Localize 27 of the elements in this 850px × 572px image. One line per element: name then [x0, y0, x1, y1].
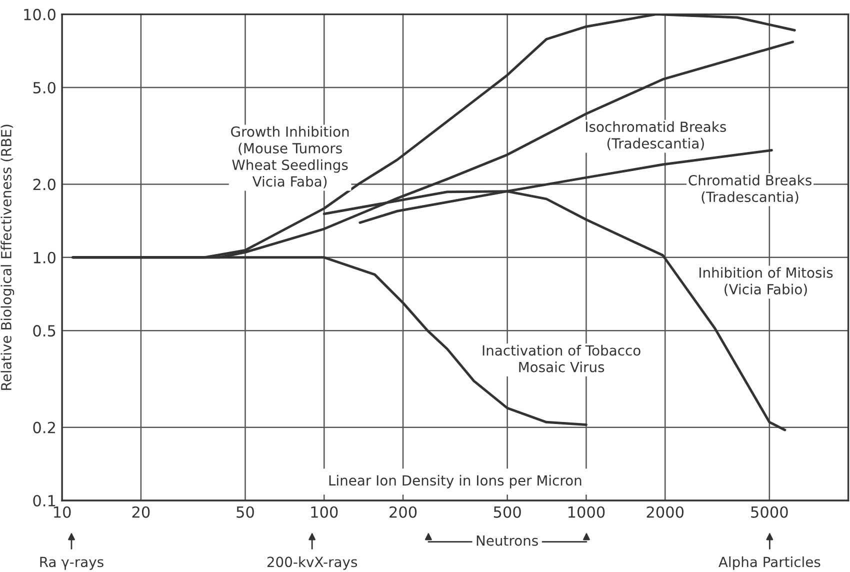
x-tick-label: 200 [390, 506, 417, 518]
x-tick-label: 1000 [568, 506, 605, 518]
x-tick-label: 10 [54, 506, 71, 518]
x-tick-label: 2000 [646, 506, 684, 518]
text: Ra γ-rays [40, 556, 104, 570]
series-label: Inactivation of Tobacco Mosaic Virus [482, 344, 640, 372]
text: Alpha Particles [718, 556, 820, 570]
y-tick-label: 5.0 [33, 82, 56, 94]
x-tick-label: 500 [494, 506, 521, 518]
series-label: Chromatid Breaks (Tradescantia) [688, 174, 812, 204]
series-label: Isochromatid Breaks (Tradescantia) [586, 121, 726, 150]
y-tick-label: 10.0 [24, 8, 56, 20]
y-tick-label: 0.2 [33, 422, 55, 434]
y-tick-label: 0.5 [33, 325, 56, 337]
y-tick-label: 1.0 [34, 252, 56, 264]
y-axis-title: Relative Biological Effectiveness (RBE) [0, 124, 14, 390]
x-tick-label: 20 [132, 506, 150, 518]
y-tick-label: 0.1 [33, 494, 56, 507]
x-tick-label: 50 [236, 506, 254, 518]
text: 200-kvX-rays [267, 556, 358, 570]
x-tick-label: 100 [311, 506, 338, 518]
x-tick-label: 5000 [751, 506, 788, 518]
text: Neutrons [476, 536, 538, 546]
series-label: Growth Inhibition (Mouse Tumors Wheat Seedlings Vicia Faba) [231, 126, 349, 188]
x-axis-title: Linear Ion Density in Ions per Micron [329, 474, 582, 488]
y-tick-label: 2.0 [33, 178, 56, 190]
series-label: Inhibition of Mitosis (Vicia Fabio) [700, 267, 833, 296]
